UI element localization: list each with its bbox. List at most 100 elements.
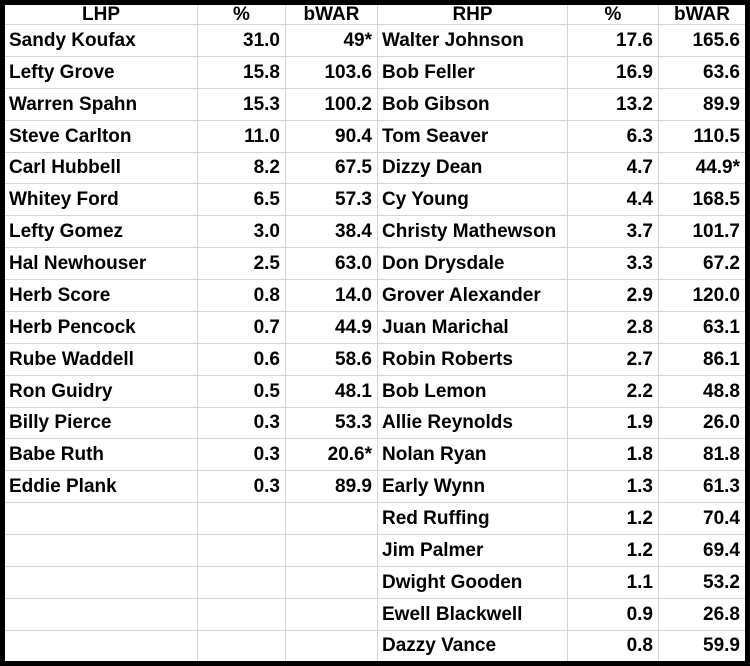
rhp-bwar-cell: 44.9* (659, 153, 745, 185)
pitchers-comparison-table: LHP % bWAR RHP % bWAR Sandy Koufax 31.0 49… (5, 5, 745, 661)
lhp-pct-cell: 0.3 (198, 471, 286, 504)
table-body: Sandy Koufax 31.0 49* Walter Johnson 17.6 165… (5, 25, 745, 661)
lhp-bwar-cell: 48.1 (286, 375, 378, 408)
rhp-player-name-cell: Dazzy Vance (378, 630, 568, 661)
table-row: Herb Score 0.8 14.0 Grover Alexander 2.9 120.… (5, 280, 745, 312)
lhp-pct-cell: 0.8 (198, 280, 286, 312)
lhp-player-name-cell: Steve Carlton (5, 120, 198, 153)
lhp-player-name-cell: Herb Pencock (5, 311, 198, 344)
header-rhp-pct: % (568, 5, 659, 25)
rhp-player-name-cell: Walter Johnson (378, 25, 568, 57)
rhp-pct-cell: 1.9 (568, 407, 659, 440)
table-row: Herb Pencock 0.7 44.9 Juan Marichal 2.8 63.1 (5, 311, 745, 344)
rhp-bwar-cell: 165.6 (659, 25, 745, 57)
rhp-bwar-cell: 53.2 (659, 567, 745, 599)
rhp-player-name-cell: Dizzy Dean (378, 152, 568, 185)
table-row: Billy Pierce 0.3 53.3 Allie Reynolds 1.9 26.0 (5, 407, 745, 440)
rhp-bwar-cell: 101.7 (659, 216, 745, 249)
lhp-bwar-cell: 53.3 (286, 407, 378, 440)
table-row: Jim Palmer 1.2 69.4 (5, 535, 745, 567)
lhp-player-name-cell (5, 566, 198, 599)
lhp-player-name-cell (5, 630, 198, 661)
table-row: Whitey Ford 6.5 57.3 Cy Young 4.4 168.5 (5, 184, 745, 217)
rhp-player-name-cell: Dwight Gooden (378, 566, 568, 599)
rhp-player-name-cell: Jim Palmer (378, 535, 568, 567)
header-rhp-bwar: bWAR (659, 5, 745, 25)
header-lhp: LHP (5, 5, 198, 25)
rhp-bwar-cell: 26.0 (659, 408, 745, 440)
rhp-player-name-cell: Bob Feller (378, 56, 568, 89)
lhp-pct-cell: 0.3 (198, 439, 286, 472)
rhp-player-name-cell: Cy Young (378, 184, 568, 217)
lhp-player-name-cell: Hal Newhouser (5, 248, 198, 280)
lhp-pct-cell: 0.5 (198, 375, 286, 408)
table-row: Red Ruffing 1.2 70.4 (5, 503, 745, 535)
rhp-pct-cell: 1.8 (568, 439, 659, 472)
header-row: LHP % bWAR RHP % bWAR (5, 5, 745, 25)
rhp-player-name-cell: Nolan Ryan (378, 439, 568, 472)
rhp-pct-cell: 2.9 (568, 280, 659, 312)
rhp-bwar-cell: 61.3 (659, 471, 745, 504)
lhp-bwar-cell: 100.2 (286, 88, 378, 121)
lhp-player-name-cell: Carl Hubbell (5, 152, 198, 185)
rhp-pct-cell: 2.7 (568, 343, 659, 376)
table-row: Hal Newhouser 2.5 63.0 Don Drysdale 3.3 67.2 (5, 248, 745, 280)
table-row: Lefty Grove 15.8 103.6 Bob Feller 16.9 63.6 (5, 56, 745, 89)
lhp-bwar-cell (286, 598, 378, 631)
rhp-bwar-cell: 70.4 (659, 503, 745, 535)
rhp-pct-cell: 1.2 (568, 503, 659, 535)
lhp-player-name-cell: Sandy Koufax (5, 25, 198, 57)
table-row: Steve Carlton 11.0 90.4 Tom Seaver 6.3 110.5 (5, 120, 745, 153)
rhp-pct-cell: 1.3 (568, 471, 659, 504)
lhp-bwar-cell: 58.6 (286, 343, 378, 376)
lhp-player-name-cell: Eddie Plank (5, 471, 198, 504)
lhp-player-name-cell: Billy Pierce (5, 407, 198, 440)
rhp-player-name-cell: Don Drysdale (378, 248, 568, 280)
lhp-bwar-cell: 63.0 (286, 248, 378, 280)
rhp-player-name-cell: Red Ruffing (378, 503, 568, 535)
lhp-bwar-cell (286, 630, 378, 661)
lhp-pct-cell (198, 503, 286, 535)
lhp-pct-cell: 0.7 (198, 311, 286, 344)
rhp-pct-cell: 0.9 (568, 598, 659, 631)
rhp-pct-cell: 3.3 (568, 248, 659, 280)
table-row: Sandy Koufax 31.0 49* Walter Johnson 17.6 165… (5, 25, 745, 57)
lhp-player-name-cell: Whitey Ford (5, 184, 198, 217)
lhp-pct-cell: 0.6 (198, 343, 286, 376)
table-row: Dwight Gooden 1.1 53.2 (5, 566, 745, 599)
header-lhp-pct: % (198, 5, 286, 25)
lhp-bwar-cell: 89.9 (286, 471, 378, 504)
table-row: Ewell Blackwell 0.9 26.8 (5, 598, 745, 631)
rhp-pct-cell: 6.3 (568, 120, 659, 153)
lhp-pct-cell: 15.8 (198, 56, 286, 89)
lhp-player-name-cell: Babe Ruth (5, 439, 198, 472)
table-row: Lefty Gomez 3.0 38.4 Christy Mathewson 3.7 10… (5, 216, 745, 249)
lhp-pct-cell: 11.0 (198, 120, 286, 153)
rhp-pct-cell: 2.2 (568, 375, 659, 408)
rhp-bwar-cell: 89.9 (659, 89, 745, 121)
lhp-bwar-cell (286, 535, 378, 567)
lhp-player-name-cell: Warren Spahn (5, 88, 198, 121)
rhp-bwar-cell: 110.5 (659, 121, 745, 153)
table-row: Eddie Plank 0.3 89.9 Early Wynn 1.3 61.3 (5, 471, 745, 504)
rhp-bwar-cell: 63.6 (659, 57, 745, 89)
rhp-pct-cell: 3.7 (568, 216, 659, 249)
rhp-bwar-cell: 48.8 (659, 376, 745, 408)
rhp-player-name-cell: Robin Roberts (378, 343, 568, 376)
lhp-pct-cell: 0.3 (198, 407, 286, 440)
rhp-pct-cell: 1.1 (568, 566, 659, 599)
rhp-bwar-cell: 168.5 (659, 184, 745, 217)
lhp-player-name-cell (5, 535, 198, 567)
lhp-bwar-cell: 49* (286, 25, 378, 57)
lhp-pct-cell: 2.5 (198, 248, 286, 280)
rhp-player-name-cell: Bob Gibson (378, 88, 568, 121)
rhp-bwar-cell: 59.9 (703, 635, 740, 657)
header-lhp-bwar: bWAR (286, 5, 378, 25)
rhp-player-name-cell: Allie Reynolds (378, 407, 568, 440)
rhp-pct-cell: 1.2 (568, 535, 659, 567)
lhp-bwar-cell: 44.9 (286, 311, 378, 344)
rhp-player-name-cell: Christy Mathewson (378, 216, 568, 249)
lhp-pct-cell (198, 535, 286, 567)
lhp-player-name-cell (5, 598, 198, 631)
